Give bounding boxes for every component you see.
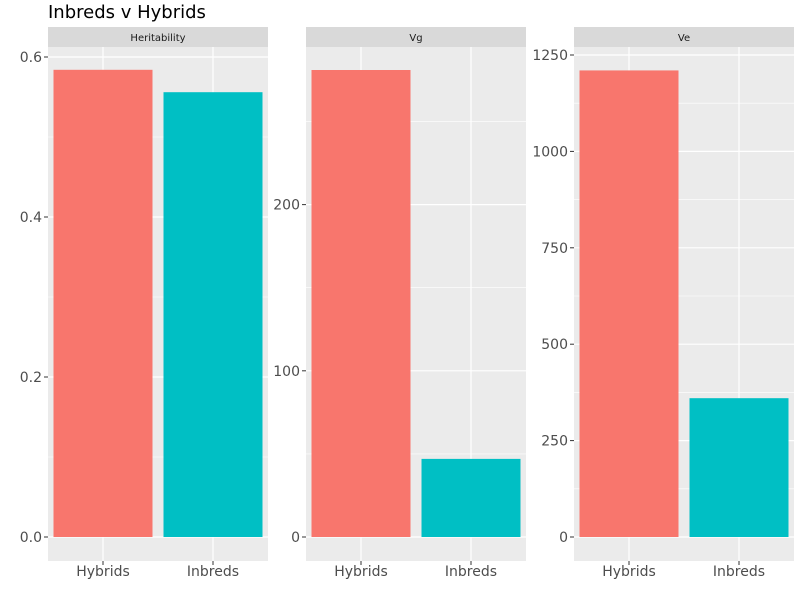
x-tick-label: Inbreds bbox=[187, 564, 239, 580]
x-tick-label: Hybrids bbox=[602, 564, 656, 580]
x-tick-label: Inbreds bbox=[713, 564, 765, 580]
bar-heritability-hybrids bbox=[53, 69, 153, 538]
bar-ve-inbreds bbox=[689, 398, 789, 537]
chart-title: Inbreds v Hybrids bbox=[48, 2, 206, 23]
y-tick-label: 500 bbox=[541, 337, 568, 353]
x-tick-label: Hybrids bbox=[334, 564, 388, 580]
strip-label: Heritability bbox=[130, 33, 185, 44]
x-tick-label: Hybrids bbox=[76, 564, 130, 580]
bar-heritability-inbreds bbox=[163, 92, 263, 537]
facet-ve: Ve 0 250 500 750 1000 1250 Hybrids Inbreds bbox=[532, 27, 794, 580]
bar-vg-inbreds bbox=[421, 458, 521, 537]
strip-ve bbox=[574, 27, 794, 47]
y-tick-label: 750 bbox=[541, 241, 568, 257]
y-tick-label: 0 bbox=[291, 530, 300, 546]
facet-heritability: Heritability 0.0 0.2 0.4 0.6 Hybrids Inbreds bbox=[20, 27, 268, 580]
y-tick-label: 0.4 bbox=[20, 210, 42, 226]
y-tick-label: 200 bbox=[273, 198, 300, 214]
y-tick-label: 0 bbox=[559, 530, 568, 546]
y-tick-label: 1250 bbox=[532, 48, 568, 64]
y-tick-label: 1000 bbox=[532, 144, 568, 160]
strip-vg bbox=[306, 27, 526, 47]
x-tick-label: Inbreds bbox=[445, 564, 497, 580]
strip-label: Ve bbox=[678, 33, 690, 44]
y-tick-label: 100 bbox=[273, 364, 300, 380]
facet-vg: Vg 0 100 200 Hybrids Inbreds bbox=[273, 27, 526, 580]
y-tick-label: 0.0 bbox=[20, 530, 42, 546]
bar-vg-hybrids bbox=[311, 70, 411, 537]
y-tick-label: 0.2 bbox=[20, 370, 42, 386]
y-tick-label: 0.6 bbox=[20, 50, 42, 66]
bar-ve-hybrids bbox=[579, 70, 679, 537]
strip-heritability bbox=[48, 27, 268, 47]
y-tick-label: 250 bbox=[541, 434, 568, 450]
strip-label: Vg bbox=[409, 33, 422, 44]
